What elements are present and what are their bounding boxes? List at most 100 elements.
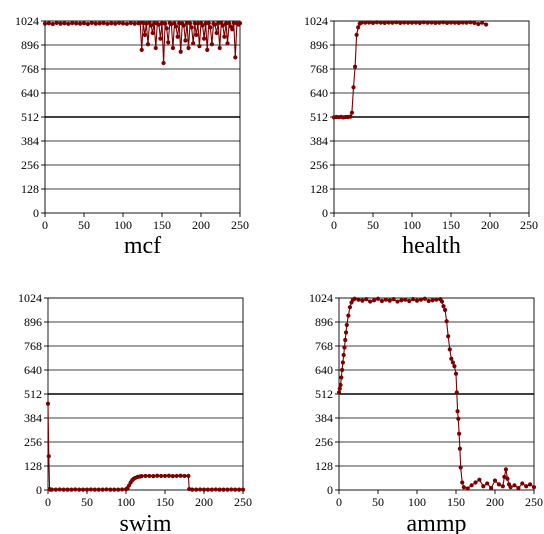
data-point (349, 110, 355, 115)
data-point (147, 473, 152, 479)
data-point (516, 486, 521, 491)
data-point (457, 446, 462, 451)
data-point (54, 20, 59, 25)
data-point (398, 20, 403, 25)
data-point (441, 20, 446, 25)
data-point (411, 297, 416, 302)
data-point (145, 42, 151, 47)
data-point (496, 482, 501, 487)
data-point (370, 20, 376, 25)
data-point (233, 55, 238, 60)
x-tick-label: 50 (372, 495, 384, 509)
data-point (108, 487, 113, 492)
data-point (120, 21, 126, 26)
data-point (81, 21, 87, 26)
data-point (186, 473, 191, 479)
data-point (503, 467, 509, 472)
y-tick-label: 128 (310, 182, 328, 196)
data-point (150, 30, 155, 36)
data-point (191, 41, 196, 46)
x-tick-label: 150 (442, 218, 460, 232)
y-tick-label: 768 (21, 62, 39, 76)
data-point (437, 20, 442, 25)
data-point (183, 38, 188, 43)
data-point (226, 21, 232, 26)
data-point (456, 416, 461, 421)
data-point (197, 44, 202, 49)
data-point (181, 23, 186, 28)
data-point (444, 319, 449, 324)
data-point (338, 382, 343, 388)
data-point (402, 20, 407, 25)
data-point (407, 298, 412, 304)
plot-title: swim (119, 511, 171, 534)
data-point (458, 465, 463, 470)
data-point (178, 49, 183, 54)
data-point (363, 20, 368, 25)
data-point (472, 20, 477, 25)
plot-title: health (402, 233, 461, 259)
plot-ammp: 0 128 256 384 512 640 768 896 1024 0 50 100 150 200 25… (309, 291, 543, 534)
data-point (42, 21, 48, 26)
x-tick-label: 50 (367, 218, 379, 232)
data-point (225, 41, 230, 46)
x-tick-label: 100 (117, 495, 135, 509)
data-point (406, 20, 411, 25)
y-tick-label: 640 (24, 363, 42, 377)
data-point (169, 21, 174, 27)
data-point (73, 487, 78, 492)
data-point (344, 322, 349, 328)
data-point (351, 85, 356, 90)
data-point (339, 375, 344, 380)
x-tick-label: 0 (45, 495, 51, 509)
data-point (450, 360, 455, 365)
data-point (386, 20, 391, 25)
x-tick-label: 200 (481, 218, 499, 232)
data-point (456, 20, 461, 25)
data-point (348, 114, 353, 119)
data-point (187, 486, 192, 492)
data-point (360, 298, 365, 303)
data-point (383, 297, 388, 302)
data-point (206, 21, 211, 26)
data-point (174, 473, 179, 479)
data-point (178, 473, 183, 478)
data-point (409, 20, 415, 25)
data-point (240, 487, 246, 492)
data-point (141, 21, 146, 26)
data-point (190, 487, 195, 492)
data-point (233, 487, 238, 492)
data-point (77, 487, 82, 492)
data-point (88, 487, 93, 492)
data-point (505, 476, 510, 481)
data-point (531, 485, 537, 490)
data-point (70, 20, 75, 26)
data-point (182, 473, 187, 479)
data-point (465, 486, 470, 491)
data-point (124, 21, 129, 26)
data-point (162, 473, 168, 479)
data-point (200, 23, 205, 28)
data-point (340, 367, 345, 373)
data-point (46, 454, 51, 459)
data-point (201, 487, 207, 492)
data-point (58, 21, 63, 26)
y-tick-label: 640 (315, 363, 333, 377)
data-point (368, 299, 373, 304)
plot-swim: 0 128 256 384 512 640 768 896 1024 0 50 100 150 200 25… (18, 291, 252, 534)
y-tick-label: 1024 (304, 14, 328, 28)
data-point (216, 21, 221, 26)
data-point (225, 487, 230, 492)
data-point (429, 20, 434, 25)
data-point (128, 20, 133, 26)
data-point (170, 474, 175, 479)
y-tick-label: 256 (24, 435, 42, 449)
data-point (452, 364, 457, 369)
y-tick-label: 1024 (309, 291, 333, 305)
x-tick-label: 50 (81, 495, 93, 509)
data-point (62, 21, 67, 26)
data-point (341, 352, 346, 358)
data-point (468, 20, 473, 25)
data-point (92, 487, 97, 492)
y-tick-label: 768 (310, 62, 328, 76)
